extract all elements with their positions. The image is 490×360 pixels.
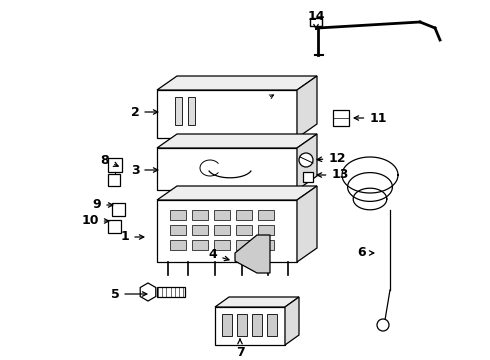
Bar <box>258 210 274 220</box>
Bar <box>157 287 185 297</box>
Polygon shape <box>297 186 317 262</box>
Polygon shape <box>140 283 156 301</box>
Bar <box>214 225 230 235</box>
Bar <box>236 210 252 220</box>
Bar <box>214 210 230 220</box>
Polygon shape <box>157 186 317 200</box>
Bar <box>267 314 277 336</box>
Text: 10: 10 <box>81 215 109 228</box>
Bar <box>112 203 125 216</box>
Bar <box>170 240 186 250</box>
Polygon shape <box>157 76 317 90</box>
Bar <box>175 97 182 125</box>
Text: 1: 1 <box>121 230 144 243</box>
Polygon shape <box>157 200 297 262</box>
Text: 4: 4 <box>209 248 229 261</box>
Bar <box>108 158 122 172</box>
Polygon shape <box>215 297 299 307</box>
Bar <box>310 18 322 26</box>
Polygon shape <box>285 297 299 345</box>
Bar <box>333 110 349 126</box>
Polygon shape <box>157 90 297 138</box>
Bar <box>170 225 186 235</box>
Bar <box>192 225 208 235</box>
Circle shape <box>299 153 313 167</box>
Bar <box>236 240 252 250</box>
Bar <box>214 240 230 250</box>
Polygon shape <box>297 76 317 138</box>
Text: 8: 8 <box>100 153 118 166</box>
Text: 13: 13 <box>317 168 349 181</box>
Bar <box>108 174 120 186</box>
Text: 9: 9 <box>93 198 113 211</box>
Polygon shape <box>157 134 317 148</box>
Text: 11: 11 <box>354 112 387 125</box>
Bar <box>108 220 121 233</box>
Bar <box>192 240 208 250</box>
Bar <box>236 225 252 235</box>
Bar <box>192 210 208 220</box>
Bar <box>303 172 313 182</box>
Bar <box>252 314 262 336</box>
Bar <box>258 240 274 250</box>
Polygon shape <box>157 148 297 190</box>
Polygon shape <box>235 235 270 273</box>
Text: 3: 3 <box>131 163 158 176</box>
Text: 6: 6 <box>358 247 374 260</box>
Polygon shape <box>215 307 285 345</box>
Bar <box>170 210 186 220</box>
Circle shape <box>377 319 389 331</box>
Bar <box>237 314 247 336</box>
Bar <box>222 314 232 336</box>
Polygon shape <box>297 134 317 190</box>
Text: 14: 14 <box>307 10 325 29</box>
Text: 7: 7 <box>236 339 245 359</box>
Text: 2: 2 <box>131 105 158 118</box>
Text: 5: 5 <box>111 288 147 301</box>
Bar <box>258 225 274 235</box>
Bar <box>188 97 195 125</box>
Text: 12: 12 <box>317 152 346 165</box>
